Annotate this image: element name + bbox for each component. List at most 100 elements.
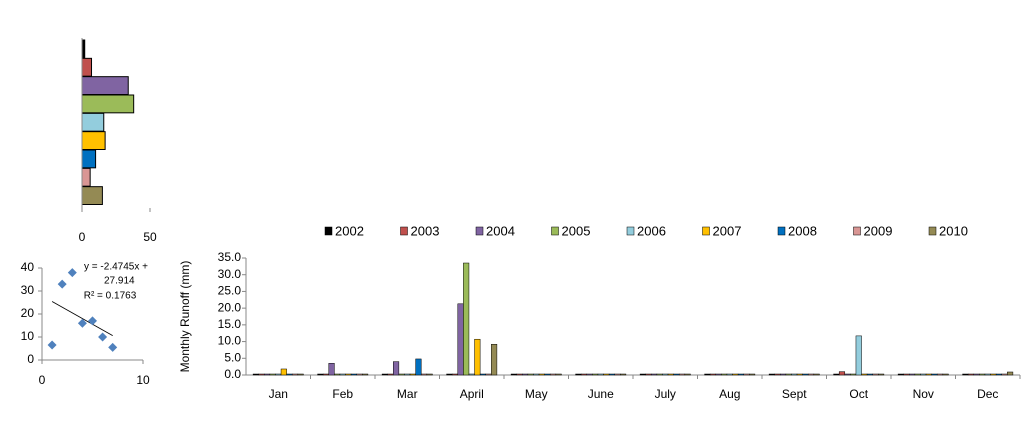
bar <box>291 373 299 376</box>
point <box>77 318 87 328</box>
bar <box>81 186 103 206</box>
legend-swatch <box>475 226 484 236</box>
x-tick-label: April <box>460 387 484 401</box>
bar <box>264 373 271 376</box>
legend-swatch <box>551 226 559 236</box>
bar <box>931 373 938 376</box>
bar <box>620 373 627 376</box>
x-tick-label: 0 <box>79 230 86 244</box>
bar <box>415 358 422 376</box>
trendline-annotation: R² = 0.1763 <box>84 291 137 302</box>
bar <box>780 373 787 376</box>
y-tick-label: 15.0 <box>218 317 242 331</box>
bar <box>850 373 857 376</box>
bar <box>844 373 851 376</box>
legend-swatch <box>702 226 710 236</box>
bar <box>743 373 750 376</box>
x-tick-label: Nov <box>913 387 934 401</box>
bar <box>872 373 879 376</box>
bar <box>984 373 991 376</box>
bar <box>387 373 394 376</box>
bar <box>1001 373 1008 376</box>
bar <box>81 149 97 169</box>
bar <box>81 76 129 95</box>
bar <box>280 368 287 376</box>
bar <box>709 373 717 376</box>
bar <box>813 373 820 376</box>
legend-swatch <box>400 226 408 236</box>
bar <box>317 373 324 376</box>
bar <box>732 373 739 376</box>
bar <box>897 373 904 376</box>
bar <box>855 335 862 376</box>
bar <box>914 373 921 376</box>
bar <box>802 373 809 376</box>
bar <box>286 373 293 376</box>
legend-swatch <box>777 226 786 236</box>
legend-label: 2006 <box>637 223 666 238</box>
bar <box>673 373 680 376</box>
bar <box>474 338 481 376</box>
bar <box>258 373 265 376</box>
bar <box>774 373 781 376</box>
bar <box>715 373 722 376</box>
bar <box>409 373 416 376</box>
y-tick-label: 30 <box>21 283 35 297</box>
bar <box>684 373 691 376</box>
bar <box>608 373 615 376</box>
legend-label: 2003 <box>411 223 440 238</box>
bar <box>527 373 534 376</box>
bar <box>350 373 357 376</box>
bar <box>796 373 803 376</box>
bar <box>667 373 674 376</box>
bar <box>990 373 997 376</box>
legend-swatch <box>324 226 333 236</box>
bar <box>639 373 646 376</box>
bar <box>651 373 658 376</box>
bar <box>979 373 986 376</box>
bar <box>973 373 980 376</box>
bar <box>381 373 388 376</box>
bar <box>362 373 369 376</box>
bar <box>768 373 775 376</box>
bar <box>575 373 582 376</box>
x-tick-label: May <box>525 387 548 401</box>
bar <box>580 373 588 376</box>
bar <box>81 131 106 151</box>
point <box>98 332 108 342</box>
legend-swatch <box>853 226 861 236</box>
bar <box>252 373 259 376</box>
bar <box>522 373 529 376</box>
bar <box>81 112 105 132</box>
x-tick-label: Oct <box>849 387 868 401</box>
bar <box>1007 371 1014 376</box>
bar <box>737 373 744 376</box>
bar <box>457 303 464 376</box>
x-tick-label: Sept <box>782 387 807 401</box>
y-tick-label: 10.0 <box>218 334 242 348</box>
trendline-annotation: 27.914 <box>104 276 135 287</box>
bar <box>345 373 352 376</box>
legend-label: 2002 <box>335 223 364 238</box>
y-axis-label: Monthly Runoff (mm) <box>178 261 192 373</box>
x-tick-label: Mar <box>397 387 418 401</box>
point <box>57 279 67 289</box>
x-tick-label: Feb <box>332 387 353 401</box>
x-tick-label: Jan <box>269 387 288 401</box>
bar <box>544 373 551 376</box>
bar <box>81 57 93 77</box>
x-tick-label: 0 <box>39 373 46 387</box>
x-tick-label: 50 <box>143 230 157 244</box>
legend-label: 2010 <box>939 223 968 238</box>
bar <box>533 373 540 376</box>
x-tick-label: July <box>655 387 676 401</box>
bar <box>356 373 363 376</box>
bar <box>838 371 846 376</box>
bar <box>791 373 798 376</box>
trendline-annotation: y = -2.4745x + <box>84 262 148 273</box>
bar <box>603 373 610 376</box>
bar <box>586 373 593 376</box>
bar <box>451 373 459 376</box>
